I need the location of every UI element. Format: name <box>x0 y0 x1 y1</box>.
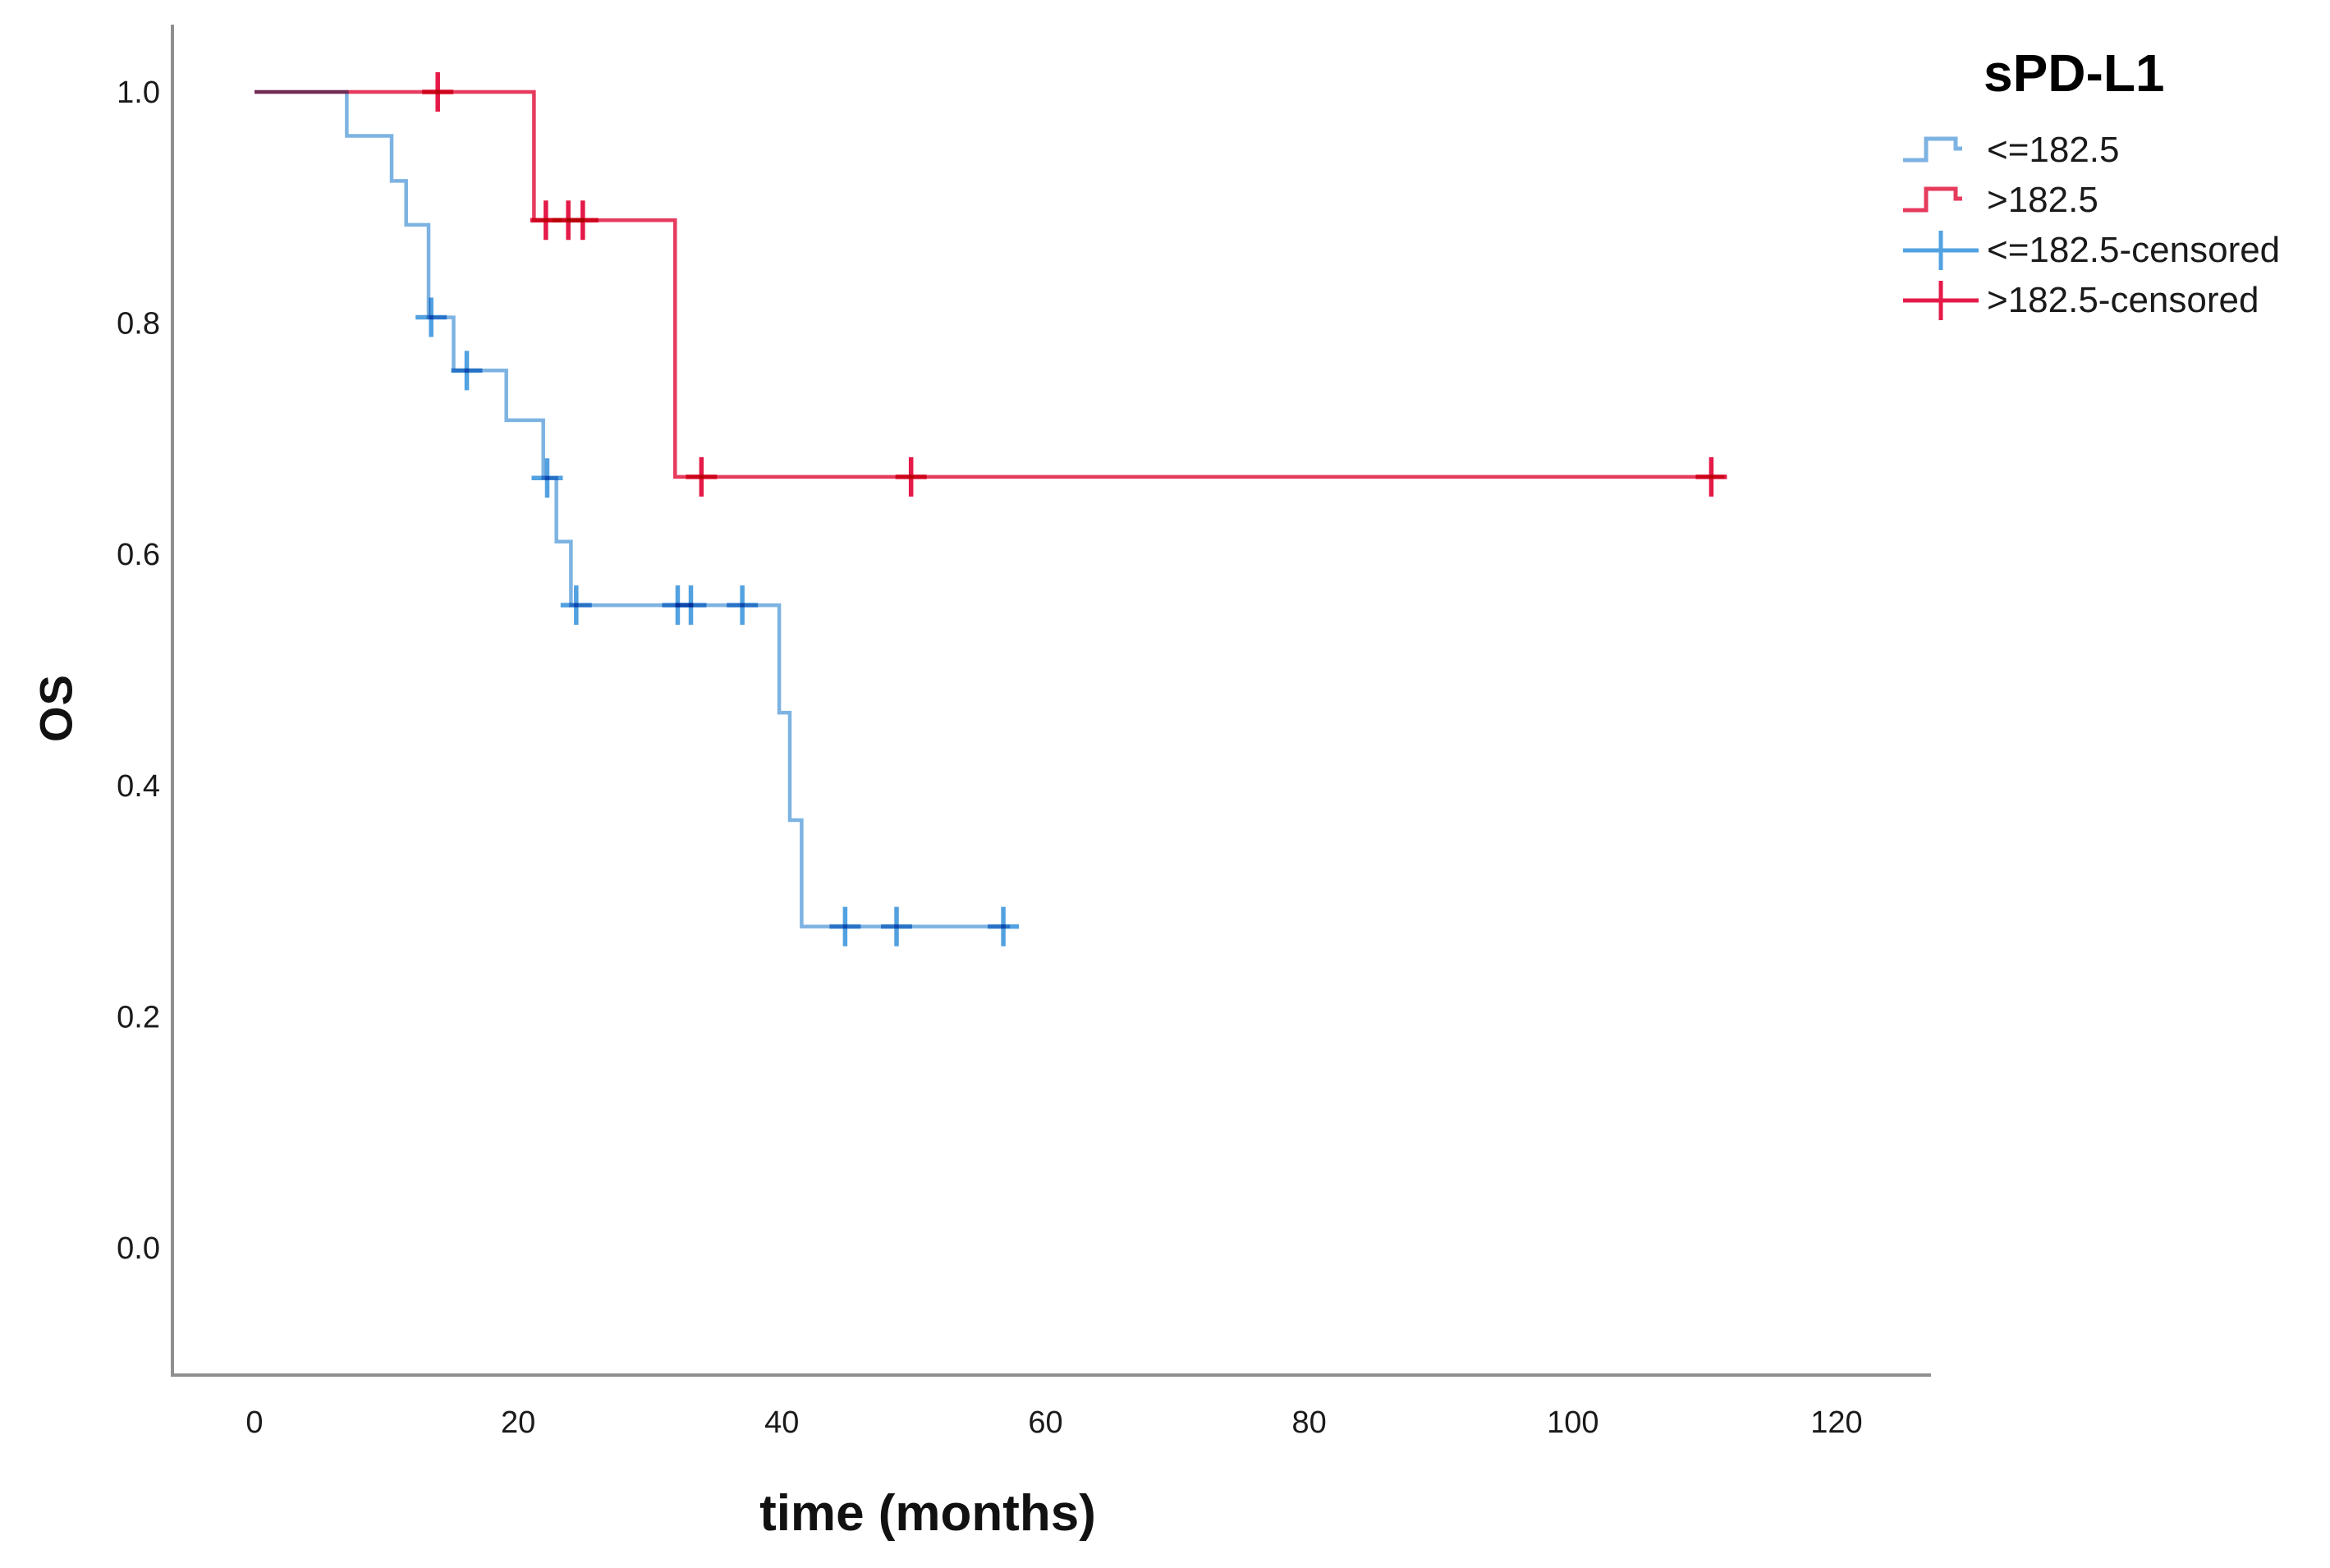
y-tick-label: 0.0 <box>117 1231 160 1266</box>
legend-censor-plus-icon <box>1903 280 1979 320</box>
legend-censor-plus-icon <box>1903 230 1979 270</box>
x-tick-label: 60 <box>1028 1405 1062 1440</box>
x-tick-label: 40 <box>764 1405 799 1440</box>
x-tick-label: 0 <box>245 1405 263 1440</box>
legend-item-label: <=182.5-censored <box>1987 229 2281 270</box>
legend-step-line-icon <box>1903 136 1962 162</box>
y-tick-label: 1.0 <box>117 76 160 110</box>
legend-item: <=182.5-censored <box>1901 225 2328 275</box>
x-axis-title: time (months) <box>759 1485 1096 1542</box>
legend-item: <=182.5 <box>1901 125 2328 175</box>
y-axis-title: OS <box>30 674 82 742</box>
series-line-low <box>255 89 1011 928</box>
legend-item-label: >182.5 <box>1987 179 2098 220</box>
x-tick-label: 20 <box>501 1405 535 1440</box>
legend-items: <=182.5 >182.5 <=182.5-censored >182.5-cens… <box>1901 125 2328 325</box>
y-tick-label: 0.4 <box>117 769 160 804</box>
legend-step-line-icon <box>1903 186 1962 212</box>
x-tick-label: 100 <box>1547 1405 1598 1440</box>
legend-title: sPD-L1 <box>1984 44 2165 103</box>
x-tick-label: 120 <box>1810 1405 1862 1440</box>
series-line-high <box>255 89 1725 479</box>
legend: sPD-L1 <=182.5 >182.5 <=182.5-censored >182… <box>1901 43 2328 325</box>
y-tick-label: 0.6 <box>117 538 160 572</box>
x-tick-label: 80 <box>1291 1405 1326 1440</box>
y-tick-label: 0.2 <box>117 1000 160 1034</box>
legend-item: >182.5-censored <box>1901 275 2328 325</box>
legend-item-label: >182.5-censored <box>1987 279 2259 320</box>
y-tick-label: 0.8 <box>117 307 160 342</box>
legend-item-label: <=182.5 <box>1987 129 2120 170</box>
legend-item: >182.5 <box>1901 175 2328 225</box>
